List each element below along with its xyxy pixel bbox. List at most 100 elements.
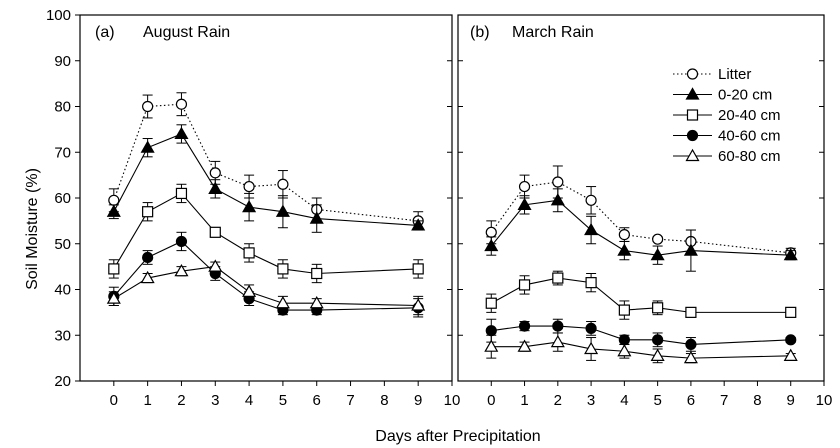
series-0-20-cm-panel-b	[484, 188, 798, 272]
x-tick-label: 5	[653, 392, 661, 409]
legend-marker	[686, 68, 699, 80]
x-tick-label: 6	[313, 392, 321, 409]
y-tick-label: 60	[54, 190, 71, 207]
legend-marker	[686, 109, 699, 121]
data-point	[785, 306, 797, 318]
data-point	[277, 178, 289, 190]
y-axis-title: Soil Moisture (%)	[24, 168, 41, 290]
panel-b-label: (b)	[470, 24, 490, 41]
series-line	[113, 240, 419, 311]
x-tick-label: 0	[487, 392, 495, 409]
data-point	[484, 339, 499, 352]
series-60-80-cm-panel-a	[106, 259, 426, 316]
data-point	[550, 334, 565, 348]
data-point	[618, 229, 630, 241]
data-point	[309, 296, 324, 309]
series-line	[491, 277, 791, 313]
legend-entry-0-20-cm: 0-20 cm	[673, 87, 772, 104]
data-point	[552, 320, 564, 332]
series-line	[491, 325, 791, 345]
data-point	[685, 306, 697, 318]
data-point	[683, 350, 698, 364]
data-point	[208, 259, 223, 272]
series-20-40-cm-panel-b	[485, 270, 797, 320]
x-tick-label: 1	[520, 392, 528, 409]
data-point	[617, 344, 632, 357]
data-point	[618, 334, 630, 346]
data-point	[485, 297, 497, 309]
data-point	[652, 302, 664, 314]
y-tick-label: 40	[54, 282, 71, 299]
x-tick-label: 2	[554, 392, 562, 409]
x-tick-label: 5	[279, 392, 287, 409]
data-point	[208, 181, 223, 194]
data-point	[108, 263, 120, 275]
data-point	[618, 304, 630, 316]
data-point	[518, 320, 531, 332]
legend-entry-60-80-cm: 60-80 cm	[673, 148, 781, 165]
series-line	[490, 181, 791, 254]
x-tick-label: 7	[720, 392, 728, 409]
series-60-80-cm-panel-b	[484, 332, 798, 364]
panel-a-label: (a)	[95, 24, 115, 41]
x-tick-label: 4	[620, 392, 628, 409]
data-point	[484, 238, 499, 252]
data-point	[650, 247, 665, 261]
data-point	[142, 100, 154, 113]
x-tick-label: 3	[211, 392, 219, 409]
series-line	[490, 199, 791, 256]
data-point	[106, 204, 121, 217]
data-point	[617, 243, 632, 256]
series-litter-panel-a	[108, 92, 424, 231]
data-point	[174, 126, 189, 140]
legend-label: 40-60 cm	[718, 128, 781, 145]
data-point	[412, 263, 424, 275]
data-point	[175, 235, 188, 248]
plot-frame-panel-b	[457, 14, 825, 382]
y-tick-label: 50	[54, 236, 71, 253]
legend-entry-40-60-cm: 40-60 cm	[673, 128, 781, 145]
legend-entry-20-40-cm: 20-40 cm	[673, 107, 781, 124]
panel-b-title: March Rain	[512, 24, 594, 41]
y-tick-label: 20	[54, 373, 71, 390]
series-line	[113, 266, 419, 307]
data-point	[650, 348, 665, 361]
plot-frame-panel-a	[79, 14, 453, 382]
data-point	[411, 218, 426, 231]
legend-marker	[686, 129, 699, 142]
x-tick-label: 8	[380, 392, 388, 409]
legend-label: Litter	[718, 66, 751, 83]
legend-label: 60-80 cm	[718, 148, 781, 165]
series-line	[113, 103, 419, 222]
x-tick-label: 10	[816, 392, 833, 409]
data-point	[783, 348, 798, 361]
x-tick-label: 1	[143, 392, 151, 409]
data-point	[175, 187, 188, 200]
legend-entry-litter: Litter	[673, 66, 751, 83]
data-point	[517, 197, 532, 210]
data-point	[106, 291, 121, 304]
data-point	[142, 251, 154, 264]
data-point	[243, 180, 255, 193]
series-40-60-cm-panel-b	[485, 318, 797, 352]
x-tick-label: 2	[177, 392, 185, 409]
data-point	[585, 322, 597, 334]
y-tick-label: 100	[46, 7, 71, 24]
y-tick-label: 90	[54, 53, 71, 70]
x-tick-label: 4	[245, 392, 253, 409]
data-point	[683, 243, 698, 256]
panel-a-title: August Rain	[143, 24, 230, 41]
data-point	[411, 298, 426, 311]
series-line	[491, 341, 791, 359]
x-axis-title: Days after Precipitation	[375, 428, 540, 445]
data-point	[783, 247, 798, 261]
data-point	[242, 284, 257, 297]
data-point	[550, 193, 565, 206]
data-point	[652, 233, 664, 245]
data-point	[275, 204, 290, 217]
x-tick-label: 0	[110, 392, 118, 409]
series-20-40-cm-panel-a	[108, 183, 424, 284]
x-tick-label: 6	[687, 392, 695, 409]
data-point	[584, 341, 599, 355]
data-point	[175, 98, 188, 110]
